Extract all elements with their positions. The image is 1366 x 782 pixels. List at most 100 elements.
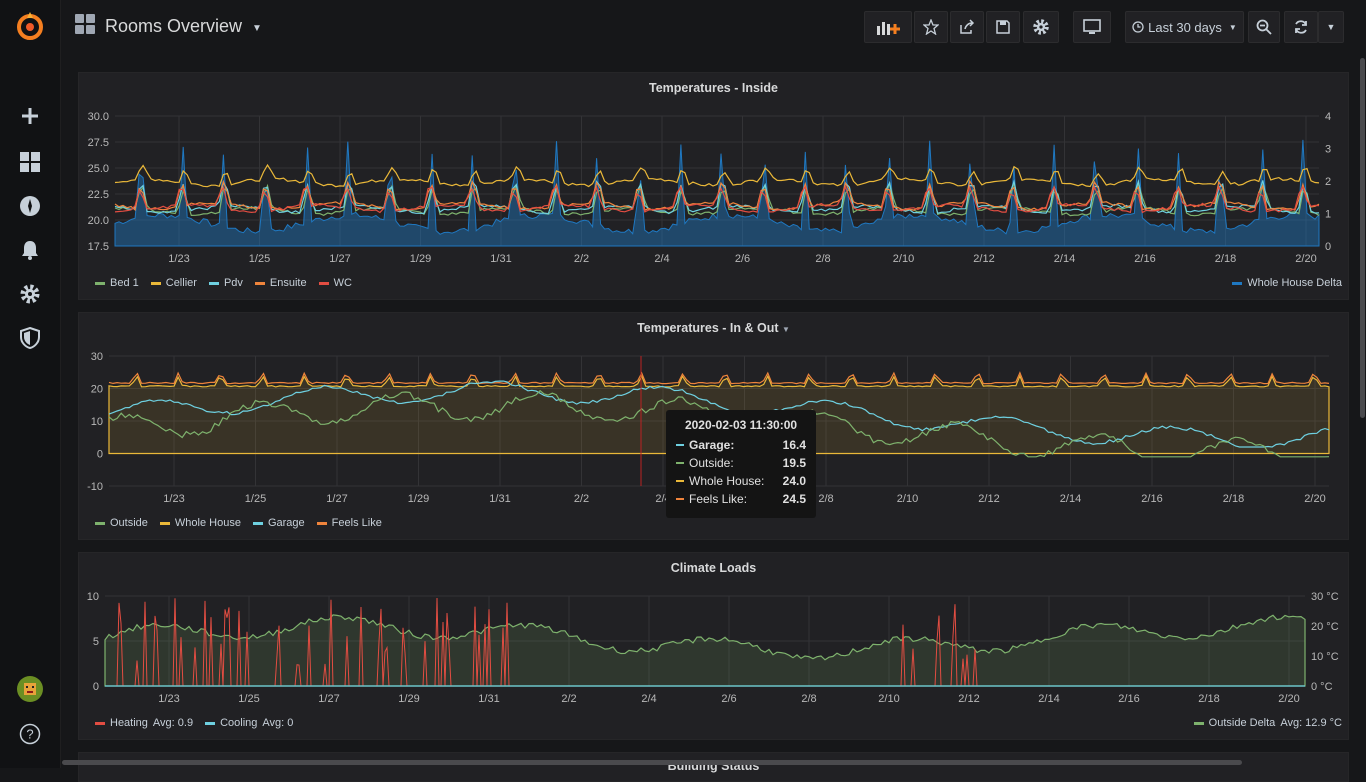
monitor-icon	[1083, 19, 1101, 34]
share-button[interactable]	[950, 11, 984, 43]
x-tick-label: 2/10	[878, 693, 899, 705]
horizontal-scrollbar[interactable]	[62, 760, 1242, 765]
legend-swatch	[316, 521, 327, 525]
legend-item[interactable]: Bed 1	[95, 277, 139, 289]
panel-title[interactable]: Temperatures - Inside	[649, 81, 778, 95]
tooltip-row: Feels Like: 24.5	[676, 490, 806, 508]
x-tick-label: 2/14	[1060, 493, 1081, 505]
x-tick-label: 2/20	[1278, 693, 1299, 705]
panel-title[interactable]: Temperatures - In & Out ▼	[79, 321, 1348, 335]
vertical-scrollbar[interactable]	[1360, 58, 1365, 418]
series-pdv	[114, 179, 1320, 215]
x-tick-label: 2/14	[1038, 693, 1059, 705]
x-tick-label: 2/12	[978, 493, 999, 505]
legend-swatch	[252, 521, 263, 525]
legend-item[interactable]: Heating Avg: 0.9	[95, 717, 193, 729]
tooltip-label: Feels Like:	[689, 492, 748, 506]
legend-item[interactable]: Outside	[95, 517, 148, 529]
clock-icon	[1132, 21, 1144, 33]
tooltip-value: 24.0	[782, 474, 806, 488]
panel-building-status[interactable]: Building Status	[78, 752, 1349, 782]
legend-label: Ensuite	[269, 277, 307, 289]
plus-icon[interactable]	[18, 104, 42, 128]
x-tick-label: 1/23	[168, 253, 189, 265]
y2-tick-label: 20 °C	[1311, 621, 1339, 633]
settings-button[interactable]	[1023, 11, 1059, 43]
series-wc	[114, 184, 1320, 214]
x-tick-label: 2/14	[1054, 253, 1075, 265]
time-range-picker[interactable]: Last 30 days ▼	[1125, 11, 1244, 43]
legend-item[interactable]: Pdv	[208, 277, 243, 289]
x-tick-label: 2/8	[815, 253, 830, 265]
y2-tick-label: 0	[1325, 241, 1331, 253]
x-tick-label: 1/29	[398, 693, 419, 705]
save-icon	[996, 20, 1010, 34]
grafana-logo-icon[interactable]	[14, 10, 46, 42]
panel-legend: Bed 1 Cellier Pdv Ensuite WC	[95, 277, 352, 289]
panel-title[interactable]: Climate Loads	[670, 561, 757, 575]
avatar[interactable]	[17, 676, 43, 702]
legend-label: Outside	[110, 517, 148, 529]
star-button[interactable]	[914, 11, 948, 43]
refresh-interval-dropdown[interactable]: ▼	[1318, 11, 1344, 43]
x-tick-label: 2/4	[654, 253, 669, 265]
x-tick-label: 1/23	[158, 693, 179, 705]
legend-item[interactable]: Whole House	[159, 517, 241, 529]
legend-item[interactable]: Cellier	[150, 277, 197, 289]
panel-climate-loads[interactable]: Climate Loads 10 5 0 30 °C 20 °C 10 °C 0 °C 1/2…	[78, 552, 1349, 740]
panel-legend: Outside Whole House Garage Feels Like	[95, 517, 382, 529]
graph-tooltip: 2020-02-03 11:30:00 Garage: 16.4 Outside: 1…	[666, 410, 816, 518]
y-tick-label: -10	[87, 481, 103, 493]
y-tick-label: 30.0	[88, 111, 109, 123]
dashboard-title[interactable]: Rooms Overview	[105, 16, 243, 36]
tv-mode-button[interactable]	[1073, 11, 1111, 43]
legend-swatch	[95, 281, 105, 285]
gear-icon[interactable]	[18, 282, 42, 306]
tooltip-row: Outside: 19.5	[676, 454, 806, 472]
caret-down-icon[interactable]: ▼	[252, 23, 262, 34]
legend-label: Outside Delta	[1208, 717, 1276, 729]
legend-item[interactable]: Whole House Delta	[1232, 277, 1342, 289]
help-icon[interactable]: ?	[18, 722, 42, 746]
y2-tick-label: 1	[1325, 209, 1331, 221]
legend-item[interactable]: Cooling Avg: 0	[205, 717, 293, 729]
dashboard-navbar: Rooms Overview ▼ Last 30 days ▼ ▼	[61, 0, 1366, 58]
temperatures-inside-graph[interactable]: 30.0 27.5 25.0 22.5 20.0 17.5 4 3 2 1 0 1/23 1/25 1/2…	[79, 73, 1348, 299]
zoom-out-button[interactable]	[1248, 11, 1280, 43]
tooltip-label: Outside:	[689, 456, 734, 470]
caret-down-icon[interactable]: ▼	[782, 325, 790, 334]
y2-tick-label: 2	[1325, 176, 1331, 188]
add-panel-button[interactable]	[864, 11, 912, 43]
time-range-label: Last 30 days	[1148, 19, 1222, 35]
zoom-out-icon	[1256, 19, 1272, 35]
refresh-button[interactable]	[1284, 11, 1318, 43]
x-tick-label: 2/12	[973, 253, 994, 265]
y-tick-label: 0	[93, 681, 99, 693]
y-tick-label: 17.5	[88, 241, 109, 253]
explore-icon[interactable]	[18, 194, 42, 218]
climate-loads-graph[interactable]: 10 5 0 30 °C 20 °C 10 °C 0 °C 1/23 1/25 1/27 1/29 1…	[79, 553, 1348, 739]
legend-item[interactable]: Outside Delta Avg: 12.9 °C	[1193, 717, 1342, 729]
tooltip-label: Garage:	[689, 438, 735, 452]
panel-title-text: Temperatures - In & Out	[637, 321, 779, 335]
legend-item[interactable]: Ensuite	[254, 277, 307, 289]
dashboards-icon[interactable]	[18, 150, 42, 174]
legend-stat: Avg: 0.9	[152, 717, 194, 729]
save-button[interactable]	[986, 11, 1020, 43]
x-tick-label: 1/31	[478, 693, 499, 705]
legend-stat: Avg: 12.9 °C	[1280, 717, 1342, 729]
x-tick-label: 2/6	[721, 693, 736, 705]
legend-stat: Avg: 0	[262, 717, 294, 729]
alerting-bell-icon[interactable]	[18, 238, 42, 262]
gear-icon	[1033, 19, 1049, 35]
legend-item[interactable]: Garage	[252, 517, 305, 529]
shield-icon[interactable]	[18, 326, 42, 350]
add-panel-icon	[877, 22, 900, 35]
y2-tick-label: 0 °C	[1311, 681, 1333, 693]
legend-item[interactable]: WC	[318, 277, 352, 289]
panel-temperatures-inside[interactable]: Temperatures - Inside 30.0 27.5 25.0 22.5 20…	[78, 72, 1349, 300]
legend-item[interactable]: Feels Like	[316, 517, 382, 529]
legend-label: Cooling	[220, 717, 258, 729]
legend-label: Pdv	[223, 277, 243, 289]
tooltip-value: 19.5	[782, 456, 806, 470]
